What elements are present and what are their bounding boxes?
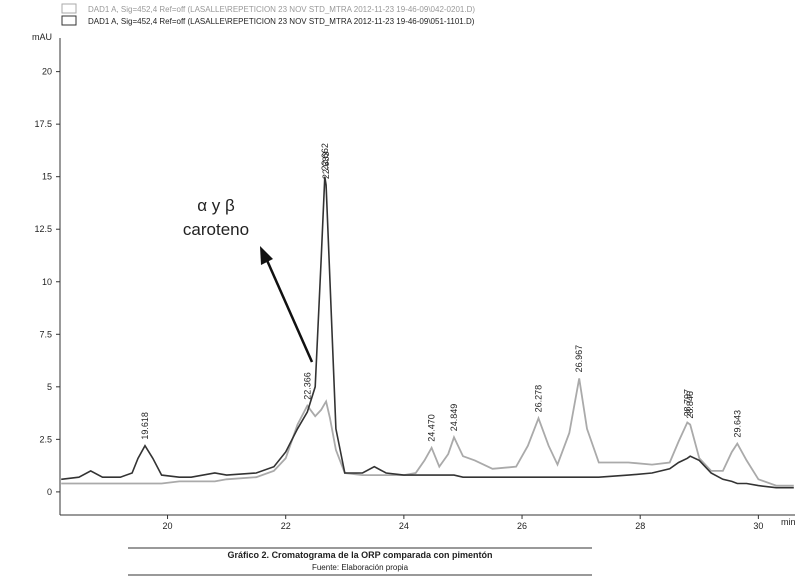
source: Fuente: Elaboración propia [312, 563, 409, 572]
x-tick-label: 24 [399, 521, 409, 531]
x-tick-label: 26 [517, 521, 527, 531]
peak-label: 19.618 [140, 412, 150, 440]
peak-label: 22.683 [321, 152, 331, 180]
y-tick-label: 17.5 [34, 119, 52, 129]
x-tick-label: 20 [163, 521, 173, 531]
y-tick-label: 10 [42, 277, 52, 287]
legend-swatch [61, 3, 77, 14]
series-line [61, 176, 794, 489]
peak-label: 26.278 [533, 385, 543, 413]
y-axis-label: mAU [32, 32, 52, 42]
peak-label: 24.849 [449, 404, 459, 432]
peak-label: 28.797 [682, 389, 692, 417]
legend-entry: DAD1 A, Sig=452,4 Ref=off (LASALLE\REPET… [88, 5, 475, 14]
legend-swatch [61, 15, 77, 26]
arrow [264, 257, 314, 363]
peak-label: 26.967 [574, 345, 584, 373]
peak-label: 29.643 [732, 410, 742, 438]
x-axis-label: min [781, 517, 796, 527]
y-tick-label: 20 [42, 67, 52, 77]
y-tick-label: 5 [47, 382, 52, 392]
annotation: α y β [197, 196, 235, 215]
peak-label: 24.470 [427, 414, 437, 442]
legend-entry: DAD1 A, Sig=452,4 Ref=off (LASALLE\REPET… [88, 17, 475, 26]
y-tick-label: 7.5 [39, 329, 52, 339]
peak-label: 22.366 [302, 372, 312, 400]
caption: Gráfico 2. Cromatograma de la ORP compar… [228, 550, 493, 560]
peak-label: 28.846 [685, 391, 695, 419]
annotation: caroteno [183, 220, 249, 239]
y-tick-label: 0 [47, 487, 52, 497]
y-tick-label: 15 [42, 172, 52, 182]
y-tick-label: 2.5 [39, 434, 52, 444]
x-tick-label: 22 [281, 521, 291, 531]
series-line [61, 378, 794, 487]
y-tick-label: 12.5 [34, 224, 52, 234]
peak-label: 22.662 [320, 143, 330, 171]
x-tick-label: 28 [635, 521, 645, 531]
x-tick-label: 30 [753, 521, 763, 531]
arrow-head [260, 246, 273, 265]
